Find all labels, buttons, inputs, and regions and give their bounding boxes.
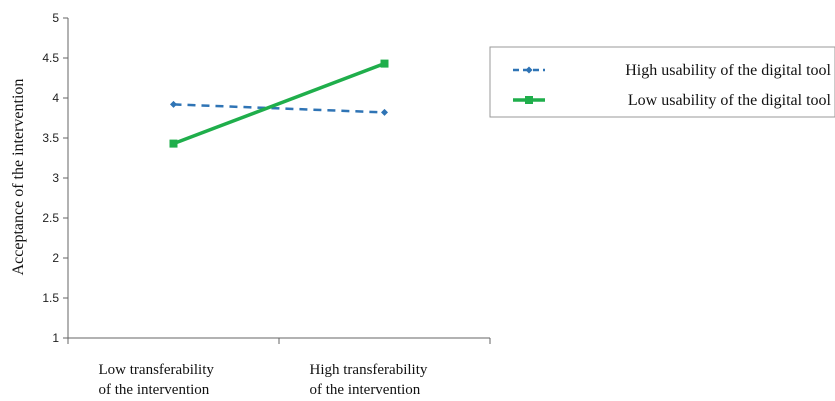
legend: High usability of the digital tool Low us… [489,46,835,118]
series-line-1 [172,61,386,146]
category-label: of the intervention [310,382,421,398]
legend-box [489,46,835,118]
category-label: High transferability [310,362,428,378]
y-tick-label: 2 [52,251,59,265]
category-label: of the intervention [99,382,210,398]
legend-label: Low usability of the digital tool [628,92,832,109]
data-point [170,100,177,108]
legend-swatch-marker [525,96,533,104]
series-layer [169,59,389,148]
y-axis-ticks: 1 1.5 2 2.5 3 3.5 4 4.5 5 [42,11,68,345]
category-labels: Low transferability of the intervention Hi… [99,362,428,398]
category-label: Low transferability [99,362,215,378]
y-tick-label: 3.5 [42,131,59,145]
data-point [380,59,389,68]
data-point [169,139,178,148]
y-tick-label: 2.5 [42,211,59,225]
legend-label: High usability of the digital tool [625,62,831,79]
legend-swatch-marker [525,66,533,74]
y-tick-label: 1 [52,331,59,345]
y-axis-title: Acceptance of the intervention [10,79,27,276]
series-line-0 [173,103,385,114]
y-tick-label: 4.5 [42,51,59,65]
x-axis-ticks [67,338,491,344]
y-tick-label: 5 [52,11,59,25]
y-tick-label: 1.5 [42,291,59,305]
y-tick-label: 4 [52,91,59,105]
y-tick-label: 3 [52,171,59,185]
data-point [381,108,388,116]
